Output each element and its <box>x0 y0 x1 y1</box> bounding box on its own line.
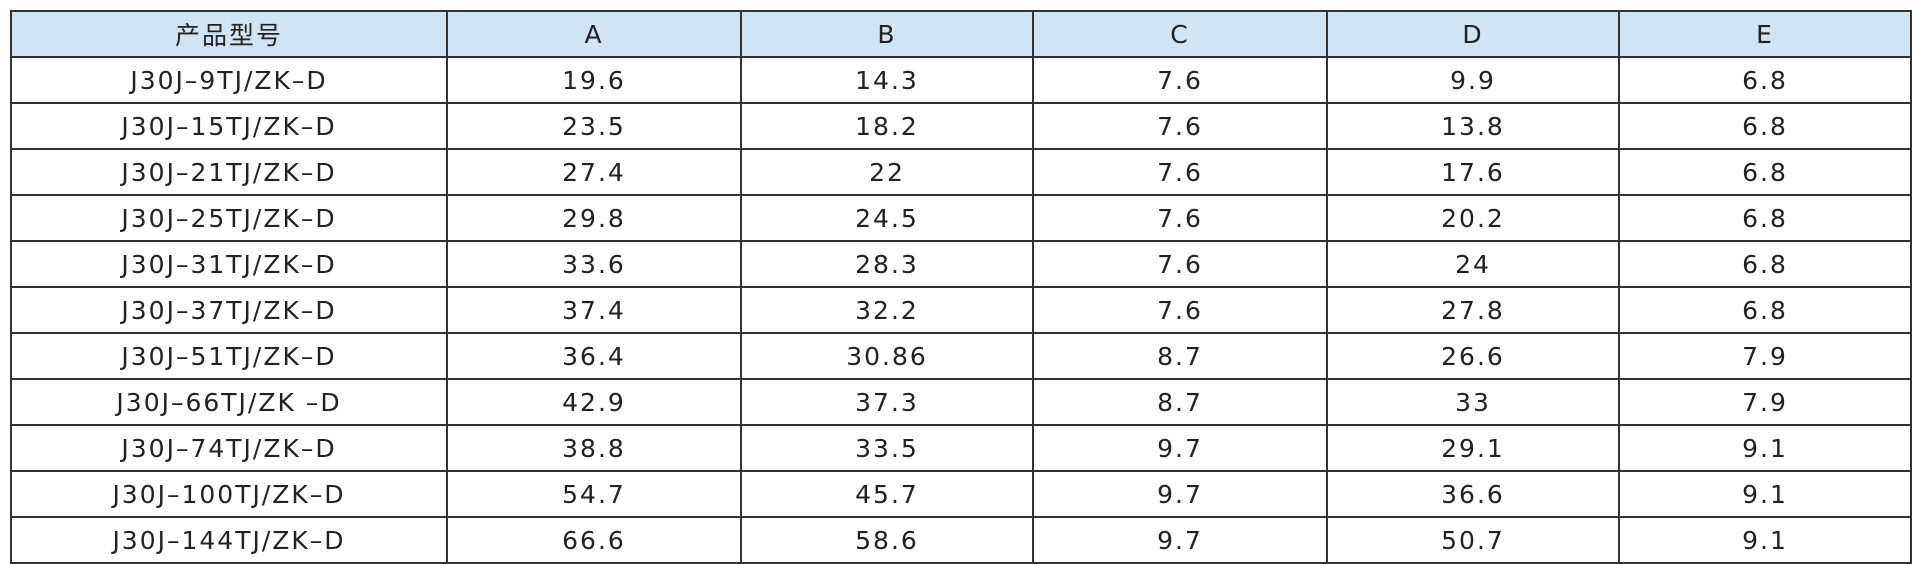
table-cell: J30J–100TJ/ZK–D <box>10 470 448 518</box>
table-cell: 30.86 <box>740 332 1034 380</box>
page: 产品型号 A B C D E J30J–9TJ/ZK–D 19.6 14.3 7.6 9.9 6.8… <box>10 10 1912 564</box>
table-row: J30J–144TJ/ZK–D 66.6 58.6 9.7 50.7 9.1 <box>10 516 1912 564</box>
table-cell: 20.2 <box>1326 194 1620 242</box>
table-cell: 18.2 <box>740 102 1034 150</box>
table-cell: 26.6 <box>1326 332 1620 380</box>
table-cell: 9.7 <box>1032 424 1328 472</box>
table-cell: 33.6 <box>446 240 742 288</box>
table-row: J30J–9TJ/ZK–D 19.6 14.3 7.6 9.9 6.8 <box>10 56 1912 104</box>
table-cell: 9.7 <box>1032 470 1328 518</box>
table-cell: 23.5 <box>446 102 742 150</box>
table-cell: J30J–66TJ/ZK –D <box>10 378 448 426</box>
table-cell: 6.8 <box>1618 286 1912 334</box>
table-row: J30J–37TJ/ZK–D 37.4 32.2 7.6 27.8 6.8 <box>10 286 1912 334</box>
table-cell: 50.7 <box>1326 516 1620 564</box>
table-cell: 27.4 <box>446 148 742 196</box>
table-row: J30J–21TJ/ZK–D 27.4 22 7.6 17.6 6.8 <box>10 148 1912 196</box>
table-cell: 7.6 <box>1032 56 1328 104</box>
table-cell: 22 <box>740 148 1034 196</box>
table-cell: J30J–37TJ/ZK–D <box>10 286 448 334</box>
table-cell: 6.8 <box>1618 240 1912 288</box>
table-cell: J30J–51TJ/ZK–D <box>10 332 448 380</box>
table-row: J30J–15TJ/ZK–D 23.5 18.2 7.6 13.8 6.8 <box>10 102 1912 150</box>
table-cell: 29.8 <box>446 194 742 242</box>
spec-table: 产品型号 A B C D E J30J–9TJ/ZK–D 19.6 14.3 7.6 9.9 6.8… <box>10 10 1912 564</box>
table-cell: J30J–74TJ/ZK–D <box>10 424 448 472</box>
table-cell: J30J–15TJ/ZK–D <box>10 102 448 150</box>
table-cell: 9.1 <box>1618 424 1912 472</box>
table-cell: 6.8 <box>1618 194 1912 242</box>
table-cell: 29.1 <box>1326 424 1620 472</box>
table-cell: 7.6 <box>1032 240 1328 288</box>
table-cell: 42.9 <box>446 378 742 426</box>
table-cell: 17.6 <box>1326 148 1620 196</box>
table-cell: 9.1 <box>1618 516 1912 564</box>
table-cell: 7.6 <box>1032 286 1328 334</box>
table-cell: 66.6 <box>446 516 742 564</box>
table-cell: 7.6 <box>1032 102 1328 150</box>
table-row: J30J–31TJ/ZK–D 33.6 28.3 7.6 24 6.8 <box>10 240 1912 288</box>
table-cell: 24.5 <box>740 194 1034 242</box>
header-cell: E <box>1618 10 1912 58</box>
table-cell: J30J–25TJ/ZK–D <box>10 194 448 242</box>
table-row: J30J–100TJ/ZK–D 54.7 45.7 9.7 36.6 9.1 <box>10 470 1912 518</box>
table-cell: 7.9 <box>1618 332 1912 380</box>
table-cell: 14.3 <box>740 56 1034 104</box>
table-cell: J30J–21TJ/ZK–D <box>10 148 448 196</box>
table-cell: 32.2 <box>740 286 1034 334</box>
table-cell: 13.8 <box>1326 102 1620 150</box>
table-cell: 58.6 <box>740 516 1034 564</box>
table-cell: 9.9 <box>1326 56 1620 104</box>
table-cell: 9.1 <box>1618 470 1912 518</box>
table-cell: 33.5 <box>740 424 1034 472</box>
header-row: 产品型号 A B C D E <box>10 10 1912 58</box>
table-cell: 7.6 <box>1032 148 1328 196</box>
table-cell: J30J–144TJ/ZK–D <box>10 516 448 564</box>
table-cell: 8.7 <box>1032 332 1328 380</box>
table-cell: 38.8 <box>446 424 742 472</box>
table-cell: 6.8 <box>1618 102 1912 150</box>
table-cell: 37.3 <box>740 378 1034 426</box>
header-cell: D <box>1326 10 1620 58</box>
table-cell: 54.7 <box>446 470 742 518</box>
table-cell: 36.6 <box>1326 470 1620 518</box>
table-cell: 9.7 <box>1032 516 1328 564</box>
table-cell: 8.7 <box>1032 378 1328 426</box>
table-cell: 7.9 <box>1618 378 1912 426</box>
table-row: J30J–51TJ/ZK–D 36.4 30.86 8.7 26.6 7.9 <box>10 332 1912 380</box>
table-cell: J30J–9TJ/ZK–D <box>10 56 448 104</box>
table-cell: 28.3 <box>740 240 1034 288</box>
table-cell: 36.4 <box>446 332 742 380</box>
header-cell: B <box>740 10 1034 58</box>
table-cell: 24 <box>1326 240 1620 288</box>
table-cell: 19.6 <box>446 56 742 104</box>
table-cell: 7.6 <box>1032 194 1328 242</box>
header-cell: C <box>1032 10 1328 58</box>
table-cell: 45.7 <box>740 470 1034 518</box>
table-cell: 37.4 <box>446 286 742 334</box>
table-cell: J30J–31TJ/ZK–D <box>10 240 448 288</box>
table-body: J30J–9TJ/ZK–D 19.6 14.3 7.6 9.9 6.8 J30J–15TJ/… <box>10 56 1912 564</box>
table-cell: 27.8 <box>1326 286 1620 334</box>
table-row: J30J–25TJ/ZK–D 29.8 24.5 7.6 20.2 6.8 <box>10 194 1912 242</box>
header-cell: 产品型号 <box>10 10 448 58</box>
table-row: J30J–74TJ/ZK–D 38.8 33.5 9.7 29.1 9.1 <box>10 424 1912 472</box>
table-row: J30J–66TJ/ZK –D 42.9 37.3 8.7 33 7.9 <box>10 378 1912 426</box>
header-cell: A <box>446 10 742 58</box>
table-cell: 6.8 <box>1618 148 1912 196</box>
table-cell: 33 <box>1326 378 1620 426</box>
table-cell: 6.8 <box>1618 56 1912 104</box>
